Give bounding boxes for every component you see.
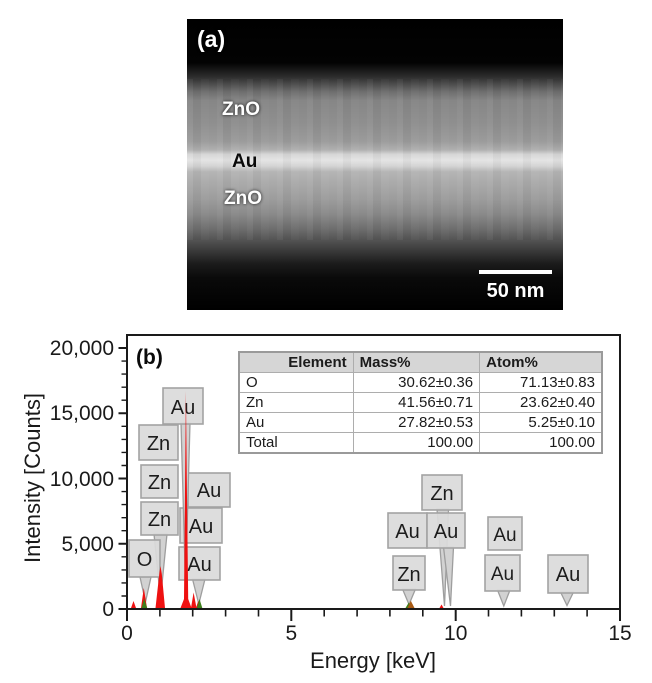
cell-atom: 100.00 bbox=[479, 432, 603, 454]
svg-text:Au: Au bbox=[556, 564, 580, 586]
callout-Au-11.4kev-bottom: Au bbox=[484, 554, 521, 592]
table-row-Zn: Zn 41.56±0.71 23.62±0.40 bbox=[238, 392, 603, 413]
callout-Au-13.4kev: Au bbox=[547, 554, 589, 594]
cell-element: Total bbox=[238, 432, 354, 454]
callout-Zn-1: Zn bbox=[138, 424, 179, 461]
callout-Au-8.6kev: Au bbox=[387, 512, 428, 549]
svg-text:Zn: Zn bbox=[147, 433, 170, 455]
cell-mass: 100.00 bbox=[352, 432, 481, 454]
callout-Au-2kev-1: Au bbox=[187, 472, 231, 508]
cell-atom: 23.62±0.40 bbox=[479, 392, 603, 413]
cell-mass: 27.82±0.53 bbox=[352, 412, 481, 433]
x-tick-5: 5 bbox=[285, 622, 297, 645]
cell-mass: 30.62±0.36 bbox=[352, 372, 481, 393]
header-mass: Mass% bbox=[352, 351, 481, 373]
callout-boxes: Zn Zn Zn O Au Au bbox=[128, 387, 589, 594]
callout-Zn-3: Zn bbox=[140, 501, 179, 536]
svg-text:Au: Au bbox=[493, 525, 516, 546]
y-tick-5000: 5,000 bbox=[61, 533, 114, 556]
svg-text:Au: Au bbox=[187, 554, 211, 576]
eds-quantification-table: Element Mass% Atom% O 30.62±0.36 71.13±0… bbox=[238, 351, 603, 454]
svg-text:Au: Au bbox=[434, 521, 458, 543]
y-tick-10000: 10,000 bbox=[50, 468, 114, 491]
y-minor-ticks bbox=[121, 360, 127, 597]
cell-element: O bbox=[238, 372, 354, 393]
callout-Zn-8.6kev: Zn bbox=[392, 555, 426, 591]
cell-element: Au bbox=[238, 412, 354, 433]
y-axis-label: Intensity [Counts] bbox=[20, 393, 45, 563]
plot-frame bbox=[126, 334, 621, 610]
svg-text:Au: Au bbox=[171, 397, 195, 419]
svg-text:Au: Au bbox=[189, 516, 213, 538]
spectrum-red-series bbox=[131, 391, 444, 608]
tail-Zn-8.6kev bbox=[401, 588, 417, 607]
svg-text:O: O bbox=[137, 549, 153, 571]
callout-Au-11.4kev-top: Au bbox=[487, 516, 523, 551]
layer-label-zno-bottom: ZnO bbox=[224, 188, 262, 209]
callout-O: O bbox=[128, 539, 161, 578]
x-tick-10: 10 bbox=[444, 622, 467, 645]
tail-O bbox=[139, 576, 152, 603]
tail-Au-11.4kev bbox=[496, 589, 511, 608]
layer-label-au: Au bbox=[232, 151, 258, 172]
cell-atom: 71.13±0.83 bbox=[479, 372, 603, 393]
y-tick-15000: 15,000 bbox=[50, 402, 114, 425]
svg-text:Au: Au bbox=[197, 480, 221, 502]
callout-Zn-2: Zn bbox=[140, 464, 179, 499]
x-axis-label: Energy [keV] bbox=[310, 648, 436, 673]
y-major-ticks bbox=[118, 347, 127, 610]
callout-Au-9.7kev: Au bbox=[426, 512, 466, 549]
axis-tick-labels: 0 5 10 15 0 5,000 10,000 15,000 20,000 bbox=[50, 337, 632, 645]
y-tick-0: 0 bbox=[102, 598, 114, 621]
svg-text:Au: Au bbox=[395, 521, 419, 543]
tem-striations bbox=[187, 79, 563, 240]
svg-text:Zn: Zn bbox=[397, 564, 420, 586]
svg-text:Zn: Zn bbox=[148, 509, 171, 531]
tem-image-panel: (a) ZnO Au ZnO 50 nm bbox=[187, 19, 563, 310]
table-row-Total: Total 100.00 100.00 bbox=[238, 432, 603, 454]
cell-atom: 5.25±0.10 bbox=[479, 412, 603, 433]
tail-Au-13.4kev bbox=[559, 591, 575, 607]
y-tick-20000: 20,000 bbox=[50, 337, 114, 360]
callout-Zn-9.6kev: Zn bbox=[421, 474, 463, 511]
x-tick-15: 15 bbox=[608, 622, 631, 645]
panel-a-label: (a) bbox=[197, 26, 226, 52]
spectrum-orange-peak bbox=[407, 600, 415, 608]
svg-text:Zn: Zn bbox=[148, 472, 171, 494]
callout-Au-main-peak: Au bbox=[162, 387, 204, 425]
layer-label-zno-top: ZnO bbox=[222, 99, 260, 120]
x-major-ticks bbox=[126, 609, 621, 621]
table-row-Au: Au 27.82±0.53 5.25±0.10 bbox=[238, 412, 603, 433]
header-atom: Atom% bbox=[479, 351, 603, 373]
cell-mass: 41.56±0.71 bbox=[352, 392, 481, 413]
svg-text:Au: Au bbox=[491, 564, 514, 585]
scale-bar bbox=[479, 270, 552, 274]
x-minor-ticks bbox=[159, 609, 588, 617]
x-tick-0: 0 bbox=[121, 622, 133, 645]
table-row-O: O 30.62±0.36 71.13±0.83 bbox=[238, 372, 603, 393]
table-header-row: Element Mass% Atom% bbox=[238, 351, 603, 373]
cell-element: Zn bbox=[238, 392, 354, 413]
header-element: Element bbox=[238, 351, 354, 373]
svg-text:Zn: Zn bbox=[430, 483, 453, 505]
scale-bar-label: 50 nm bbox=[486, 280, 545, 302]
panel-b-label: (b) bbox=[136, 346, 163, 369]
